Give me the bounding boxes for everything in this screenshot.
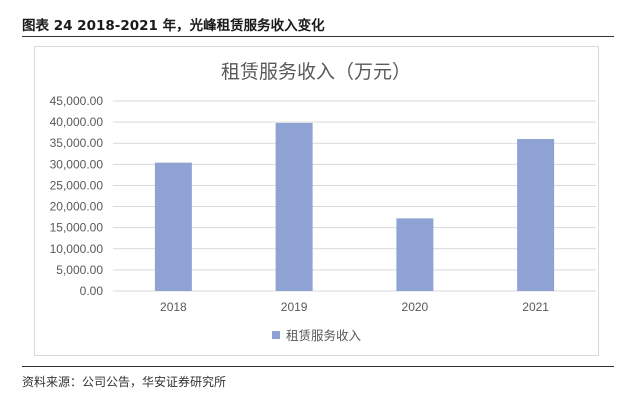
bar-2019 xyxy=(275,122,313,291)
bar-2018 xyxy=(154,162,192,291)
bar-2020 xyxy=(396,218,434,291)
y-tick-label: 15,000.00 xyxy=(50,221,104,235)
legend: 租赁服务收入 xyxy=(272,328,362,343)
y-tick-label: 25,000.00 xyxy=(50,178,104,192)
y-tick-label: 0.00 xyxy=(80,284,104,298)
source-note: 资料来源：公司公告，华安证券研究所 xyxy=(22,375,227,389)
y-tick-label: 40,000.00 xyxy=(50,115,104,129)
legend-swatch xyxy=(272,331,280,339)
bars xyxy=(154,122,555,291)
bottom-rule xyxy=(22,366,614,367)
chart-title: 租赁服务收入（万元） xyxy=(221,61,411,83)
bar-2021 xyxy=(517,139,555,291)
legend-label: 租赁服务收入 xyxy=(286,328,362,343)
x-tick-label: 2021 xyxy=(522,300,549,314)
y-axis-ticks: 0.00 5,000.00 10,000.00 15,000.00 20,000.00 2… xyxy=(50,94,104,298)
y-tick-label: 20,000.00 xyxy=(50,200,104,214)
y-tick-label: 10,000.00 xyxy=(50,242,104,256)
y-tick-label: 35,000.00 xyxy=(50,136,104,150)
x-axis-ticks: 2018 2019 2020 2021 xyxy=(160,300,549,314)
y-tick-label: 45,000.00 xyxy=(50,94,104,108)
y-tick-label: 5,000.00 xyxy=(56,263,103,277)
x-tick-label: 2019 xyxy=(281,300,308,314)
figure-caption: 图表 24 2018-2021 年，光峰租赁服务收入变化 xyxy=(22,18,325,34)
y-tick-label: 30,000.00 xyxy=(50,157,104,171)
top-rule xyxy=(22,36,614,37)
x-tick-label: 2020 xyxy=(402,300,429,314)
chart-frame xyxy=(34,46,599,356)
gridlines xyxy=(113,100,596,292)
x-tick-label: 2018 xyxy=(160,300,187,314)
